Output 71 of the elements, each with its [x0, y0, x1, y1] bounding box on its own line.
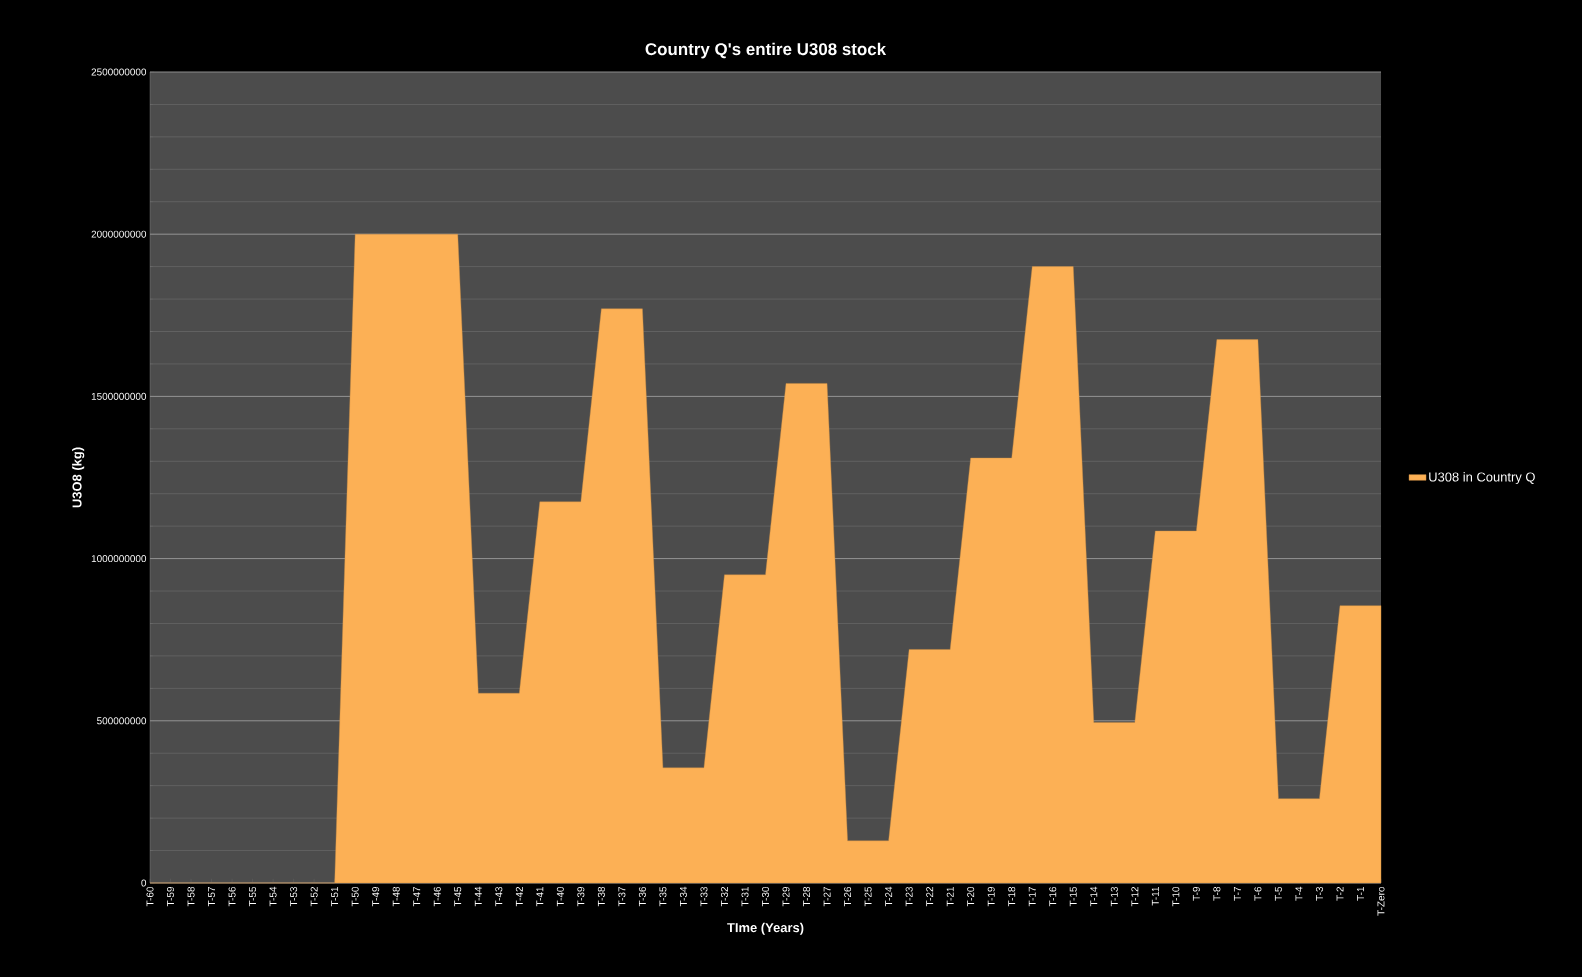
y-tick-label: 1000000000 [91, 555, 147, 563]
x-tick-label: T-29 [782, 886, 790, 907]
x-tick-label: T-5 [1274, 886, 1282, 901]
x-tick-label: T-34 [679, 886, 687, 907]
y-tick-label: 2000000000 [91, 230, 147, 238]
x-tick-label: T-35 [659, 886, 667, 907]
x-tick-label: T-21 [946, 887, 954, 907]
x-axis-title: TIme (Years) [727, 922, 804, 935]
x-tick-label: T-56 [228, 886, 236, 907]
x-tick-label: T-12 [1131, 887, 1139, 907]
y-tick-label: 1500000000 [91, 392, 147, 400]
x-tick-label: T-39 [577, 886, 585, 907]
x-tick-label: T-19 [987, 886, 995, 907]
x-tick-label: T-59 [167, 886, 175, 907]
x-tick-label: T-47 [413, 887, 421, 907]
x-tick-label: T-27 [823, 887, 831, 907]
x-tick-label: T-6 [1254, 886, 1262, 901]
x-tick-label: T-23 [905, 886, 913, 907]
x-tick-label: T-55 [249, 886, 257, 907]
x-tick-label: T-45 [454, 886, 462, 907]
x-tick-label: T-41 [536, 887, 544, 907]
legend-label: U308 in Country Q [1429, 472, 1535, 485]
x-tick-label: T-17 [1028, 887, 1036, 907]
x-tick-label: T-3 [1315, 886, 1323, 901]
x-tick-label: T-60 [146, 886, 154, 907]
x-tick-label: T-7 [1233, 887, 1241, 901]
x-tick-label: T-26 [844, 886, 852, 907]
y-tick-label: 500000000 [97, 717, 147, 725]
x-tick-label: T-13 [1110, 886, 1118, 907]
x-tick-label: T-22 [926, 887, 934, 907]
x-tick-label: T-18 [1008, 886, 1016, 907]
x-tick-label: T-4 [1295, 886, 1303, 901]
x-tick-label: T-43 [495, 886, 503, 907]
x-tick-label: T-15 [1069, 886, 1077, 907]
x-tick-label: T-31 [741, 887, 749, 907]
x-tick-label: T-16 [1049, 886, 1057, 907]
x-tick-label: T-40 [556, 886, 564, 907]
x-tick-label: T-50 [351, 886, 359, 907]
x-tick-label: T-1 [1357, 886, 1364, 901]
x-tick-label: T-10 [1172, 886, 1180, 907]
x-tick-label: T-52 [310, 887, 318, 907]
y-axis-title: U3O8 (kg) [72, 447, 85, 508]
x-tick-label: T-28 [803, 886, 811, 907]
x-tick-label: T-2 [1336, 887, 1344, 901]
x-tick-label: T-30 [761, 886, 770, 907]
x-tick-label: T-44 [474, 886, 482, 907]
x-tick-label: T-20 [967, 886, 975, 907]
x-tick-label: T-33 [700, 886, 708, 907]
y-tick-label: 2500000000 [91, 68, 147, 76]
x-tick-label: T-42 [515, 887, 523, 907]
x-tick-label: T-53 [290, 886, 298, 907]
x-tick-label: T-57 [208, 887, 216, 907]
x-tick-label: T-8 [1213, 886, 1221, 901]
x-tick-label: T-9 [1192, 886, 1200, 901]
x-tick-label: T-46 [433, 886, 441, 907]
x-tick-label: T-32 [720, 887, 728, 907]
x-tick-label: T-48 [392, 886, 400, 907]
x-tick-label: T-49 [372, 886, 380, 907]
x-tick-label: T-58 [187, 886, 195, 907]
x-tick-label: T-37 [618, 887, 626, 907]
x-tick-label: T-51 [331, 887, 339, 907]
x-tick-label: T-25 [864, 886, 872, 907]
chart-title: Country Q's entire U308 stock [645, 42, 887, 59]
x-tick-label: T-11 [1151, 886, 1159, 906]
x-tick-label: T-24 [885, 886, 893, 907]
x-tick-label: T-36 [638, 886, 646, 907]
x-tick-label: T-Zero [1377, 886, 1385, 916]
x-tick-label: T-54 [269, 886, 277, 907]
y-tick-label: 0 [141, 879, 147, 887]
x-tick-label: T-38 [597, 886, 605, 907]
x-tick-label: T-14 [1090, 886, 1098, 907]
